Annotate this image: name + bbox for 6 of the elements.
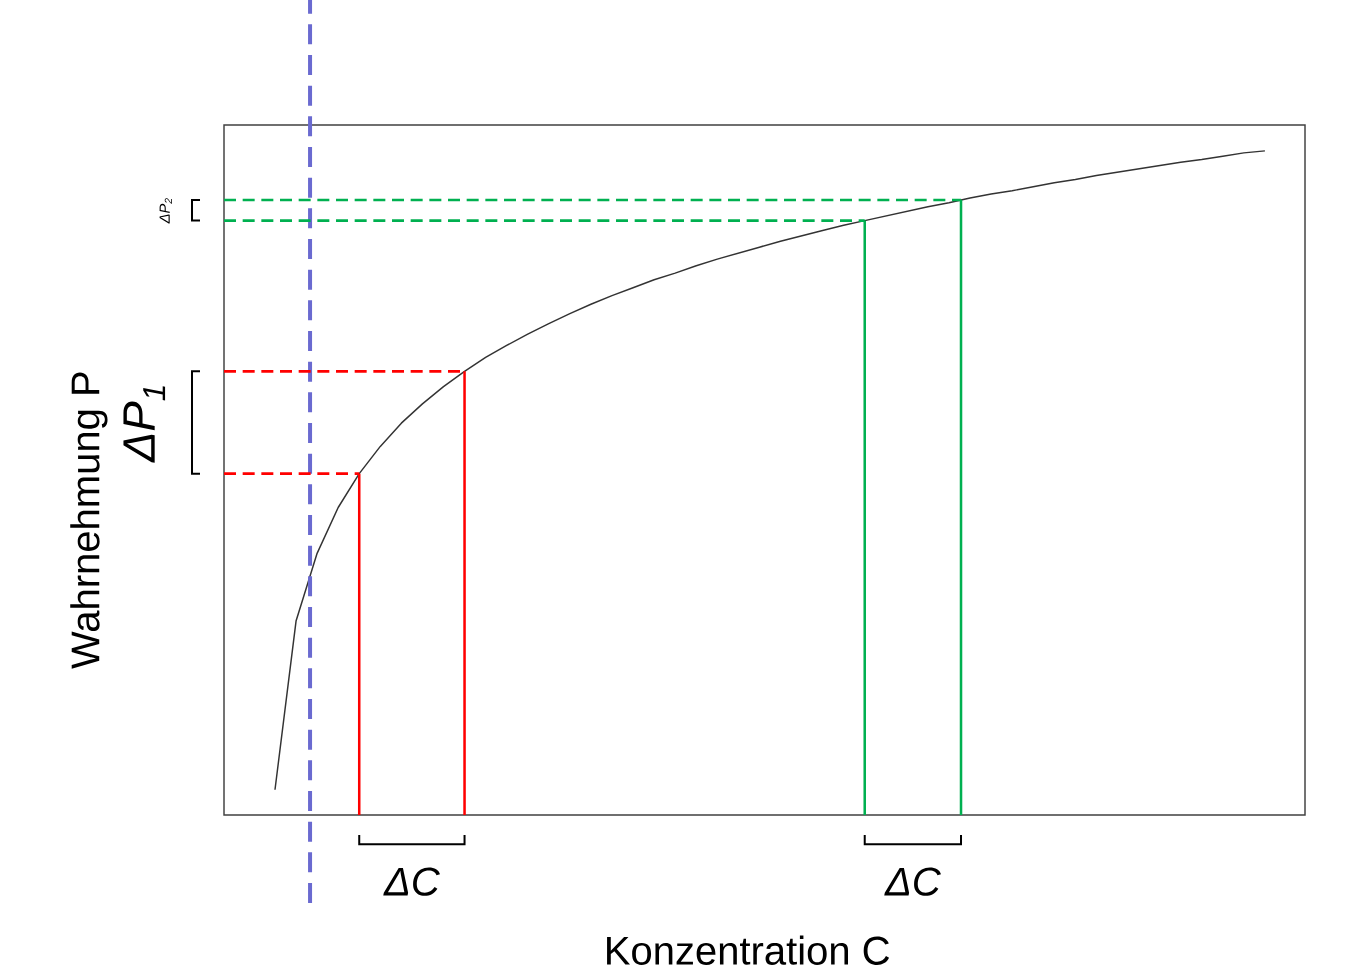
text: ΔC (383, 867, 440, 896)
y-axis-title: Wahrnehmung P (70, 372, 108, 669)
text: ΔC (884, 867, 941, 896)
text: ΔP$_{1}$ (123, 386, 166, 463)
x-axis-title: Konzentration C (607, 935, 890, 965)
text: ΔP$_{2}$ (159, 198, 172, 224)
